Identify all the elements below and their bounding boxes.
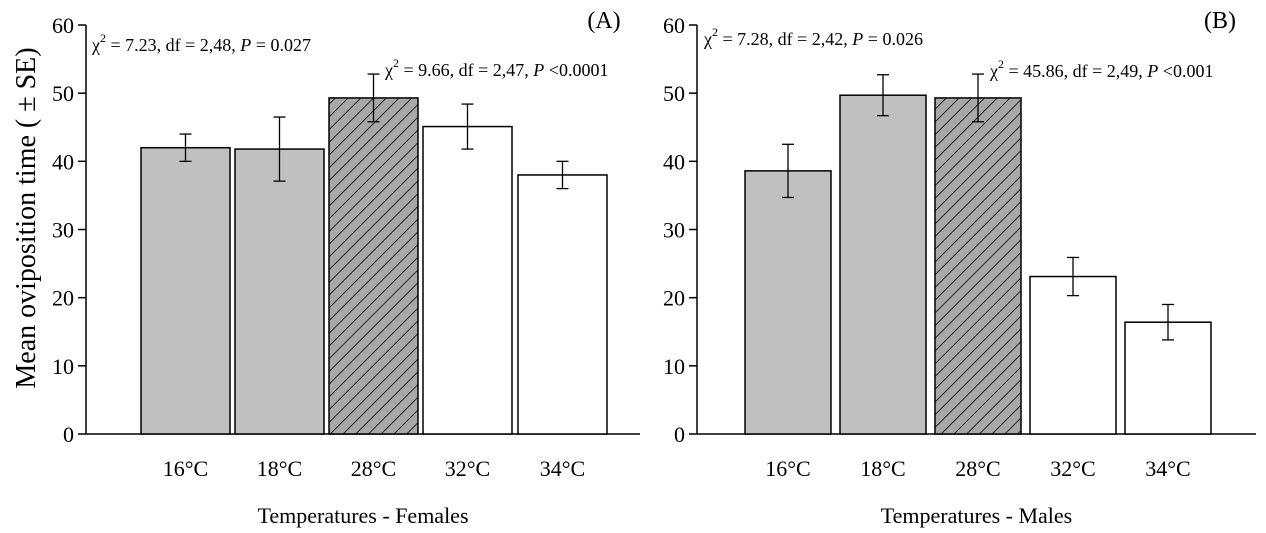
x-tick-label: 18°C xyxy=(860,456,905,481)
chi-superscript: 2 xyxy=(393,56,399,70)
p-symbol: P xyxy=(532,60,544,80)
chi-superscript: 2 xyxy=(100,31,106,45)
panel-label: (B) xyxy=(1204,8,1236,34)
x-axis-label: Temperatures - Females xyxy=(257,503,468,528)
stat-text: = 7.23, df = 2,48, xyxy=(106,35,240,55)
y-tick-label: 20 xyxy=(52,286,74,311)
p-value: <0.001 xyxy=(1158,61,1213,81)
panel-label: (A) xyxy=(587,8,620,34)
y-tick-label: 50 xyxy=(52,81,74,106)
stat-annotation: χ2 = 9.66, df = 2,47, P <0.0001 xyxy=(384,56,608,80)
stat-annotation: χ2 = 7.23, df = 2,48, P = 0.027 xyxy=(91,31,311,55)
bar-28c xyxy=(934,97,1022,435)
chi-symbol: χ xyxy=(989,61,998,81)
y-tick-label: 50 xyxy=(663,81,685,106)
panel-a: 0 10 20 30 40 50 60 16°C 18°C 28°C 32°C 34°C Tempera… xyxy=(52,8,640,528)
bar-34c xyxy=(1124,321,1212,435)
bar-16c xyxy=(140,146,231,435)
x-tick-label: 28°C xyxy=(351,456,396,481)
chi-symbol: χ xyxy=(91,35,100,55)
y-axis-label: Mean oviposition time ( ± SE) xyxy=(11,47,42,388)
x-tick-label: 32°C xyxy=(445,456,490,481)
stat-text: = 45.86, df = 2,49, xyxy=(1004,61,1147,81)
chi-symbol: χ xyxy=(384,60,393,80)
x-tick-label: 28°C xyxy=(955,456,1000,481)
stat-text: = 9.66, df = 2,47, xyxy=(399,60,533,80)
y-tick-label: 10 xyxy=(663,354,685,379)
chi-superscript: 2 xyxy=(712,25,718,39)
bar-18c xyxy=(839,94,927,435)
y-tick-label: 30 xyxy=(663,218,685,243)
chi-symbol: χ xyxy=(703,29,712,49)
y-tick-label: 60 xyxy=(663,13,685,38)
x-tick-label: 16°C xyxy=(765,456,810,481)
bar-32c xyxy=(1029,275,1117,435)
p-symbol: P xyxy=(851,29,863,49)
x-tick-label: 34°C xyxy=(1145,456,1190,481)
panel-b: 0 10 20 30 40 50 60 16°C 18°C 28°C 32°C 34°C Tempera… xyxy=(663,8,1256,528)
x-axis-label: Temperatures - Males xyxy=(881,503,1073,528)
bar-18c xyxy=(234,148,325,435)
p-symbol: P xyxy=(239,35,251,55)
y-tick-label: 10 xyxy=(52,354,74,379)
stat-annotation: χ2 = 7.28, df = 2,42, P = 0.026 xyxy=(703,25,923,49)
x-tick-label: 32°C xyxy=(1050,456,1095,481)
stat-annotation: χ2 = 45.86, df = 2,49, P <0.001 xyxy=(989,57,1213,81)
p-value: = 0.027 xyxy=(251,35,311,55)
x-tick-label: 18°C xyxy=(257,456,302,481)
bar-34c xyxy=(517,174,608,435)
chi-superscript: 2 xyxy=(998,57,1004,71)
y-tick-label: 20 xyxy=(663,286,685,311)
p-value: <0.0001 xyxy=(544,60,608,80)
x-tick-label: 16°C xyxy=(163,456,208,481)
bar-32c xyxy=(422,125,513,435)
bar-28c xyxy=(328,97,419,435)
p-symbol: P xyxy=(1146,61,1158,81)
y-tick-label: 30 xyxy=(52,218,74,243)
y-tick-label: 40 xyxy=(52,149,74,174)
stat-text: = 7.28, df = 2,42, xyxy=(718,29,852,49)
p-value: = 0.026 xyxy=(863,29,923,49)
bar-16c xyxy=(744,170,832,435)
y-tick-label: 0 xyxy=(63,422,74,447)
y-tick-label: 40 xyxy=(663,149,685,174)
x-tick-label: 34°C xyxy=(540,456,585,481)
y-tick-label: 0 xyxy=(674,422,685,447)
y-tick-label: 60 xyxy=(52,13,74,38)
